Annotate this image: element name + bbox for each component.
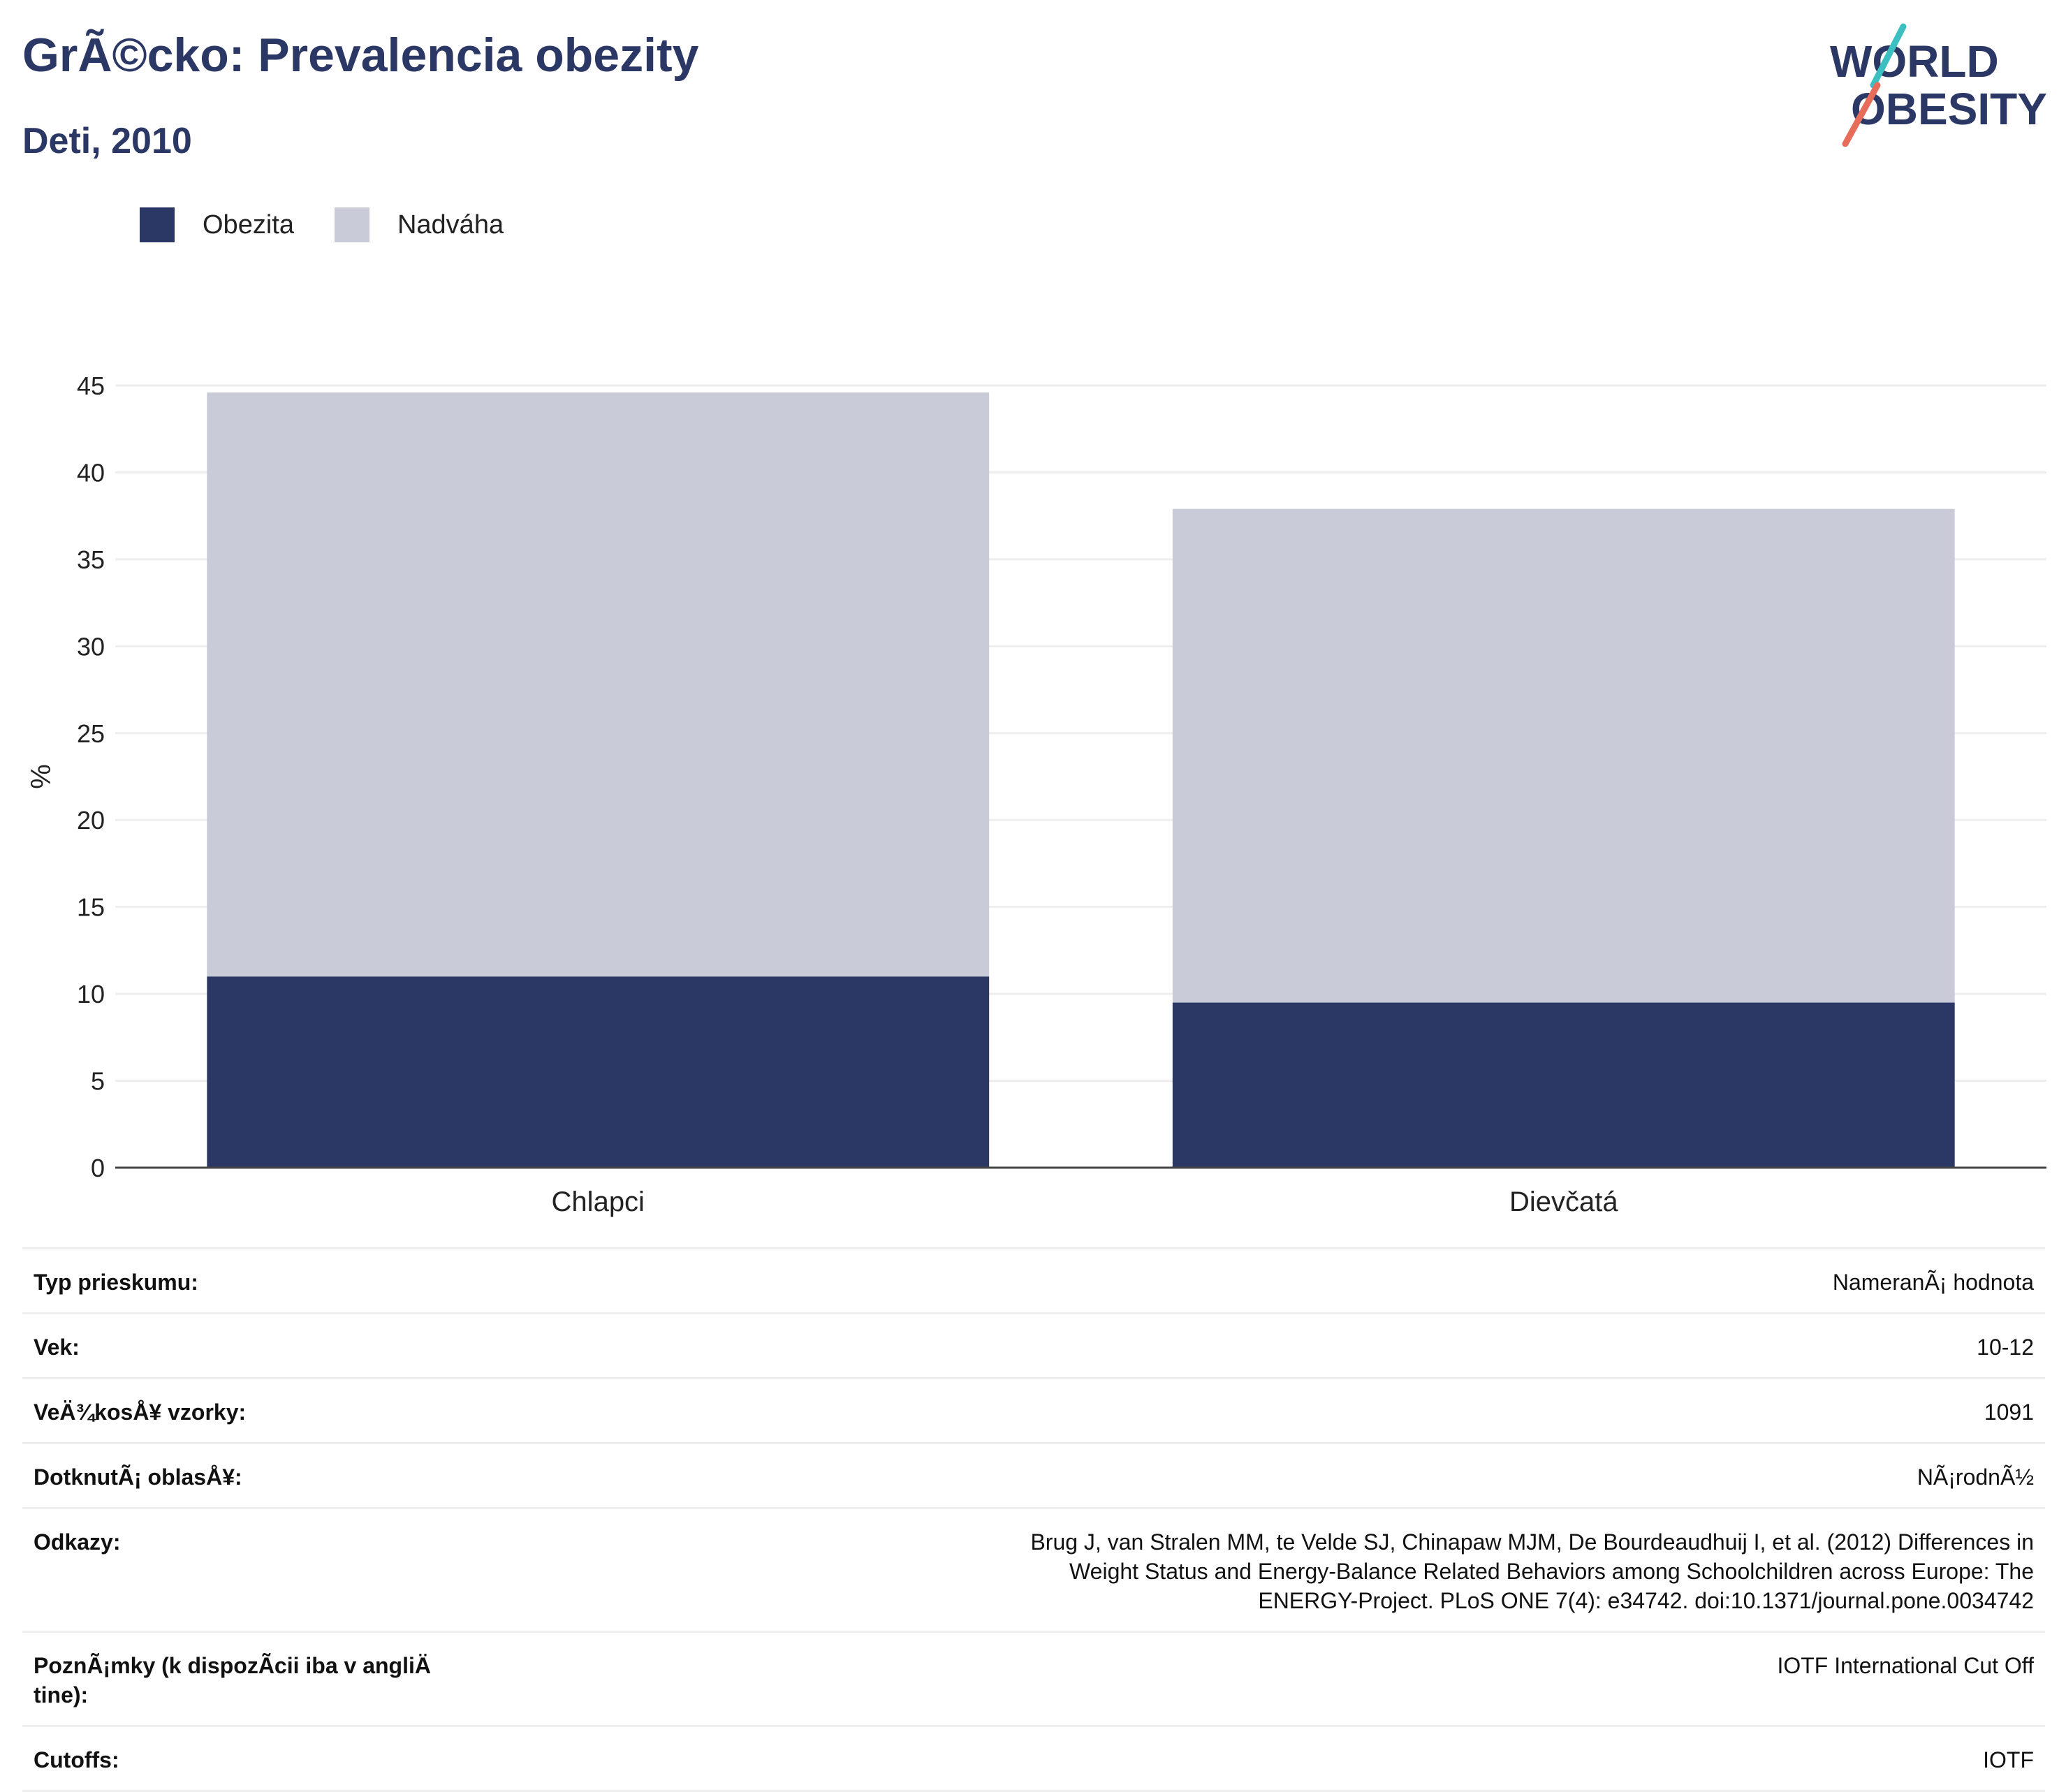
detail-label: VeÄ¾kosÅ¥ vzorky:: [22, 1377, 492, 1444]
legend-item-overweight[interactable]: Nadváha: [334, 207, 504, 242]
bar-obesity: [1172, 1002, 1955, 1168]
y-tick-label: 10: [77, 980, 105, 1008]
x-tick-label: Dievčatá: [1509, 1187, 1618, 1217]
chart-legend: Obezita Nadváha: [140, 207, 544, 243]
detail-label: Vek:: [22, 1312, 492, 1379]
logo-line-1: WORLD: [1830, 36, 1999, 87]
y-tick-label: 30: [77, 632, 105, 661]
survey-details-table: Typ prieskumu: NameranÃ¡ hodnota Vek: 10…: [22, 1247, 2045, 1792]
table-row: PoznÃ¡mky (k dispozÃcii iba v angliÄ tin…: [22, 1631, 2045, 1726]
y-tick-label: 45: [77, 372, 105, 400]
logo-line-2: OBESITY: [1851, 84, 2047, 134]
legend-swatch-obesity: [140, 207, 175, 242]
y-tick-label: 15: [77, 893, 105, 922]
stacked-bar-chart: 0 5 10 15 20 25 30 35 40 45% Chlapci Dievčatá: [26, 372, 2046, 1217]
legend-label-overweight: Nadváha: [397, 210, 504, 240]
detail-value: Brug J, van Stralen MM, te Velde SJ, Chi…: [492, 1507, 2045, 1632]
y-tick-label: 0: [91, 1154, 105, 1182]
detail-value: 10-12: [492, 1312, 2045, 1379]
detail-value: NÃ¡rodnÃ½: [492, 1442, 2045, 1508]
detail-value: NameranÃ¡ hodnota: [492, 1247, 2045, 1314]
logo-coral-slash: [1842, 82, 1881, 147]
x-tick-label: Chlapci: [552, 1187, 645, 1217]
bar-obesity: [207, 976, 990, 1168]
table-row: VeÄ¾kosÅ¥ vzorky: 1091: [22, 1377, 2045, 1444]
table-row: DotknutÃ¡ oblasÅ¥: NÃ¡rodnÃ½: [22, 1442, 2045, 1508]
detail-label: Cutoffs:: [22, 1725, 492, 1792]
detail-label: DotknutÃ¡ oblasÅ¥:: [22, 1442, 492, 1508]
bar-overweight: [207, 392, 990, 977]
y-tick-label: 20: [77, 806, 105, 835]
detail-value: IOTF International Cut Off: [492, 1631, 2045, 1726]
detail-label: PoznÃ¡mky (k dispozÃcii iba v angliÄ tin…: [22, 1631, 492, 1726]
y-axis-title: %: [26, 764, 57, 789]
y-tick-label: 25: [77, 719, 105, 748]
detail-value: 1091: [492, 1377, 2045, 1444]
table-row: Cutoffs: IOTF: [22, 1725, 2045, 1792]
detail-label: Odkazy:: [22, 1507, 492, 1632]
bar-overweight: [1172, 508, 1955, 1003]
table-row: Odkazy: Brug J, van Stralen MM, te Velde…: [22, 1507, 2045, 1632]
detail-label: Typ prieskumu:: [22, 1247, 492, 1314]
legend-label-obesity: Obezita: [203, 210, 294, 240]
page-title: GrÃ©cko: Prevalencia obezity: [22, 29, 699, 82]
y-tick-label: 40: [77, 458, 105, 487]
table-row: Vek: 10-12: [22, 1312, 2045, 1379]
world-obesity-logo: WORLD OBESITY: [1830, 23, 2047, 147]
table-row: Typ prieskumu: NameranÃ¡ hodnota: [22, 1247, 2045, 1314]
legend-swatch-overweight: [334, 207, 369, 242]
y-tick-label: 35: [77, 545, 105, 574]
legend-item-obesity[interactable]: Obezita: [140, 207, 294, 242]
y-tick-label: 5: [91, 1067, 105, 1096]
page-subtitle: Deti, 2010: [22, 121, 192, 161]
detail-value: IOTF: [492, 1725, 2045, 1792]
logo-teal-slash: [1870, 23, 1907, 89]
